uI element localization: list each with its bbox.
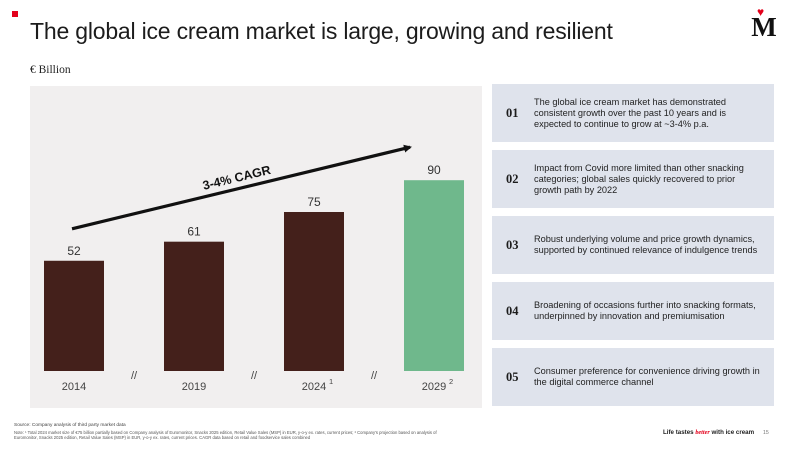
cagr-arrow [71,144,412,231]
key-points-list: 01 The global ice cream market has demon… [492,84,774,414]
key-point: 05 Consumer preference for convenience d… [492,348,774,406]
point-text: Impact from Covid more limited than othe… [534,162,744,195]
key-point: 01 The global ice cream market has demon… [492,84,774,142]
heart-icon: ♥ [757,5,765,19]
corner-accent-mark [12,11,18,17]
point-text: Consumer preference for convenience driv… [534,366,760,387]
brand-tagline: Life tastes better with ice cream [663,429,754,436]
point-number: 02 [506,171,519,186]
x-tick-label: 2014 [62,381,86,393]
key-point: 02 Impact from Covid more limited than o… [492,150,774,208]
point-number: 01 [506,105,519,120]
page-title: The global ice cream market is large, gr… [30,18,613,44]
tagline-text-end: with ice cream [709,429,755,436]
source-note: Source: Company analysis of third party … [14,423,126,428]
footnote: Note: ¹ Total 2024 market size of €75 bi… [14,430,437,440]
bars-group: 52 61 75 90 [44,163,464,371]
tick-superscript: 1 [329,377,333,386]
x-axis-ticks: 2014 // 2019 // 2024 1 // 2029 2 [62,370,453,393]
x-tick-label: 2019 [182,381,206,393]
bar-2024 [284,212,344,371]
logo-letter: M [751,12,777,42]
point-number: 05 [506,369,519,384]
cagr-annotation: 3-4% CAGR [71,144,412,231]
tick-superscript: 2 [449,377,453,386]
axis-break-marker: // [131,370,138,382]
brand-logo: ♥ M [745,5,783,42]
bar-2029 [404,180,464,371]
point-number: 03 [506,237,519,252]
unit-label: € Billion [30,64,71,76]
point-text: The global ice cream market has demonstr… [534,96,727,129]
point-text: Broadening of occasions further into sna… [534,300,756,321]
key-point: 04 Broadening of occasions further into … [492,282,774,340]
point-number: 04 [506,303,519,318]
axis-break-marker: // [371,370,378,382]
x-tick-label: 2024 [302,381,326,393]
bar-value-label: 52 [67,244,81,258]
bar-value-label: 90 [427,163,441,177]
point-text: Robust underlying volume and price growt… [534,234,758,255]
chart-panel: 3-4% CAGR 52 61 75 90 2014//2019//2024 1//20… [30,86,482,408]
bar-2019 [164,241,224,371]
axis-break-marker: // [251,370,258,382]
bar-value-label: 75 [307,195,321,209]
page-number: 15 [763,430,769,436]
x-tick-label: 2029 [422,381,446,393]
key-point: 03 Robust underlying volume and price gr… [492,216,774,274]
tagline-emphasis: better [695,429,710,436]
tagline-text: Life tastes [663,429,696,436]
bar-2014 [44,260,104,371]
bar-value-label: 61 [187,225,201,239]
